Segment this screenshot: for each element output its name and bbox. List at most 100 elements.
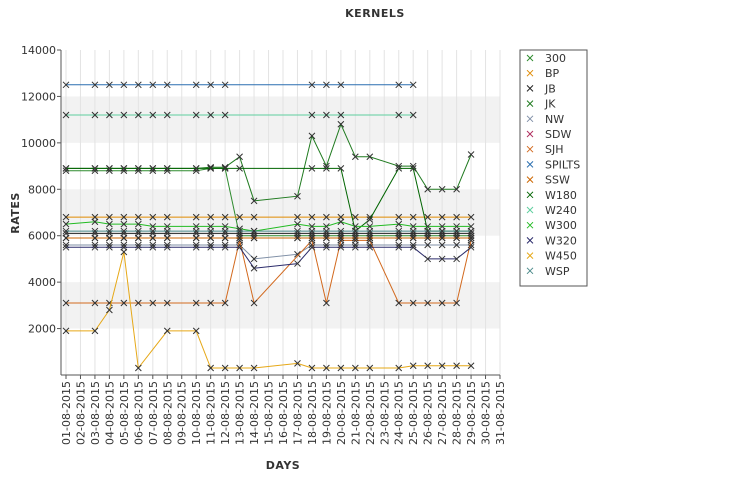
legend-label: W450 bbox=[545, 250, 577, 263]
legend-label: JK bbox=[544, 98, 556, 111]
marker-stroke bbox=[438, 227, 446, 235]
marker-stroke bbox=[337, 111, 345, 119]
marker-stroke bbox=[395, 243, 403, 251]
data-point bbox=[192, 234, 200, 242]
data-point bbox=[453, 299, 460, 307]
marker-stroke bbox=[106, 227, 113, 235]
data-point bbox=[236, 364, 243, 372]
data-point bbox=[134, 165, 142, 172]
data-point bbox=[366, 234, 374, 242]
marker-stroke bbox=[424, 362, 432, 370]
data-point bbox=[337, 218, 345, 226]
marker-stroke bbox=[294, 250, 301, 258]
marker-stroke bbox=[526, 237, 534, 244]
data-point bbox=[250, 255, 258, 263]
data-point bbox=[120, 299, 128, 307]
series-wsp bbox=[62, 227, 475, 235]
data-point bbox=[192, 243, 200, 251]
marker-stroke bbox=[163, 299, 171, 307]
data-point bbox=[366, 216, 374, 223]
data-point bbox=[438, 185, 446, 193]
marker-stroke bbox=[192, 81, 200, 89]
data-point bbox=[91, 111, 99, 119]
marker-stroke bbox=[120, 111, 128, 119]
marker-stroke bbox=[192, 165, 200, 172]
marker-stroke bbox=[308, 364, 316, 372]
data-point bbox=[308, 213, 316, 221]
marker-stroke bbox=[149, 81, 157, 89]
marker-stroke bbox=[236, 165, 243, 172]
data-point bbox=[250, 227, 258, 235]
data-point bbox=[163, 227, 171, 235]
data-point bbox=[221, 163, 229, 171]
marker-stroke bbox=[120, 220, 128, 228]
marker-stroke bbox=[221, 227, 229, 235]
data-point bbox=[221, 227, 229, 235]
marker-stroke bbox=[221, 243, 229, 251]
marker-stroke bbox=[366, 243, 374, 251]
marker-stroke bbox=[337, 234, 345, 242]
marker-stroke bbox=[337, 227, 345, 235]
data-point bbox=[337, 165, 345, 172]
marker-stroke bbox=[149, 213, 157, 221]
data-point bbox=[424, 227, 432, 235]
data-point bbox=[91, 299, 99, 307]
y-tick-label: 2000 bbox=[28, 323, 56, 336]
legend-item-w450: W450 bbox=[526, 250, 577, 263]
marker-stroke bbox=[323, 299, 330, 307]
marker-stroke bbox=[323, 81, 330, 89]
data-point bbox=[221, 81, 229, 89]
data-point bbox=[294, 192, 301, 200]
marker-stroke bbox=[120, 81, 128, 89]
marker-stroke bbox=[438, 255, 446, 263]
marker-stroke bbox=[526, 161, 534, 168]
data-point bbox=[106, 165, 113, 172]
data-point bbox=[106, 243, 113, 251]
marker-stroke bbox=[134, 213, 142, 221]
marker-stroke bbox=[192, 299, 200, 307]
marker-stroke bbox=[250, 227, 258, 235]
data-point bbox=[149, 243, 157, 251]
marker-stroke bbox=[409, 243, 417, 251]
data-point bbox=[163, 299, 171, 307]
x-tick-label: 19-08-2015 bbox=[320, 381, 333, 445]
x-tick-label: 08-08-2015 bbox=[161, 381, 174, 445]
marker-stroke bbox=[250, 197, 258, 205]
marker-stroke bbox=[163, 165, 171, 172]
series-layer bbox=[62, 81, 475, 372]
series-line bbox=[66, 167, 472, 232]
data-point bbox=[149, 213, 157, 221]
legend-marker bbox=[526, 54, 534, 62]
marker-stroke bbox=[409, 227, 417, 235]
marker-stroke bbox=[395, 165, 403, 172]
marker-stroke bbox=[409, 362, 417, 370]
data-point bbox=[395, 220, 403, 228]
marker-stroke bbox=[120, 248, 128, 256]
data-point bbox=[236, 153, 243, 161]
x-tick-label: 03-08-2015 bbox=[89, 381, 102, 445]
marker-stroke bbox=[308, 243, 316, 251]
marker-stroke bbox=[207, 243, 215, 251]
marker-stroke bbox=[453, 213, 460, 221]
data-point bbox=[250, 264, 258, 272]
marker-stroke bbox=[323, 364, 330, 372]
data-point bbox=[395, 364, 403, 372]
marker-stroke bbox=[62, 299, 70, 307]
data-point bbox=[149, 234, 157, 242]
marker-stroke bbox=[250, 299, 258, 307]
data-point bbox=[120, 111, 128, 119]
marker-stroke bbox=[62, 81, 70, 89]
data-point bbox=[62, 220, 70, 228]
data-point bbox=[294, 220, 301, 228]
legend-label: W180 bbox=[545, 189, 577, 202]
marker-stroke bbox=[91, 81, 99, 89]
data-point bbox=[221, 213, 229, 221]
data-point bbox=[207, 299, 215, 307]
marker-stroke bbox=[453, 227, 460, 235]
marker-stroke bbox=[526, 69, 534, 77]
series-ssw bbox=[62, 234, 475, 242]
data-point bbox=[467, 243, 475, 251]
marker-stroke bbox=[106, 220, 113, 228]
data-point bbox=[120, 81, 128, 89]
